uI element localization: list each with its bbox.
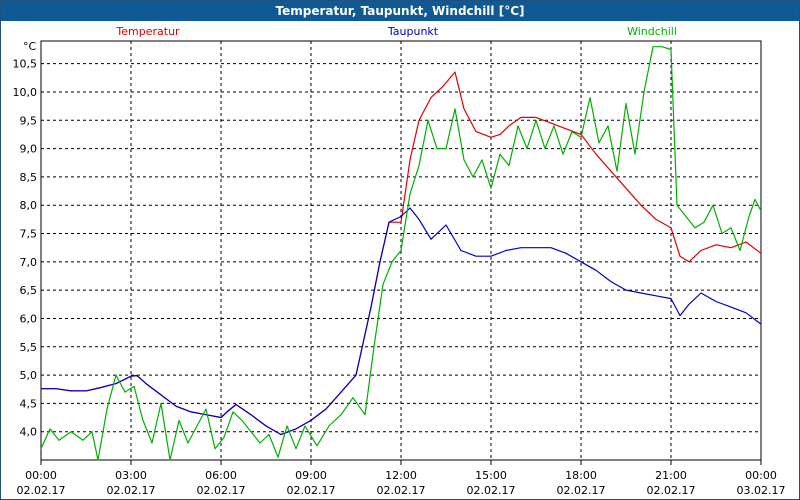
y-tick-label: 10,5 [13, 58, 38, 71]
x-tick-date: 02.02.17 [377, 484, 426, 497]
y-tick-label: 6,0 [20, 312, 38, 325]
y-tick-label: 5,0 [20, 369, 38, 382]
x-tick-date: 02.02.17 [467, 484, 516, 497]
y-tick-label: 8,5 [20, 171, 38, 184]
x-axis-ticks: 00:00 02.02.17 03:00 02.02.17 06:00 02.02.17 0… [17, 460, 786, 497]
grid-lines [41, 41, 761, 460]
y-tick-label: 4,5 [20, 397, 38, 410]
x-tick-time: 00:00 [745, 469, 777, 482]
y-axis-ticks: 4,0 4,5 5,0 5,5 6,0 6,5 7,0 7,5 8,0 8,5 9,0 9,5 10,0… [13, 58, 38, 439]
legend: Temperatur Taupunkt Windchill [115, 25, 677, 38]
x-tick-date: 02.02.17 [287, 484, 336, 497]
y-tick-label: 9,0 [20, 143, 38, 156]
x-tick-time: 00:00 [25, 469, 57, 482]
x-tick-date: 02.02.17 [17, 484, 66, 497]
y-tick-label: 10,0 [13, 86, 38, 99]
y-tick-label: 9,5 [20, 114, 38, 127]
x-tick-time: 21:00 [655, 469, 687, 482]
x-tick-date: 02.02.17 [197, 484, 246, 497]
series-lines [40, 46, 762, 461]
x-tick-date: 02.02.17 [557, 484, 606, 497]
y-tick-label: 6,5 [20, 284, 38, 297]
x-tick-time: 09:00 [295, 469, 327, 482]
legend-temperatur: Temperatur [115, 25, 180, 38]
x-tick-time: 12:00 [385, 469, 417, 482]
series-line-windchill [40, 46, 762, 461]
x-tick-time: 15:00 [475, 469, 507, 482]
x-tick-date: 03.02.17 [737, 484, 786, 497]
series-line-taupunkt [41, 207, 762, 436]
x-tick-time: 06:00 [205, 469, 237, 482]
x-tick-date: 02.02.17 [647, 484, 696, 497]
y-tick-label: 7,5 [20, 228, 38, 241]
y-axis-label: °C [23, 40, 37, 53]
legend-taupunkt: Taupunkt [387, 25, 439, 38]
chart-title: Temperatur, Taupunkt, Windchill [°C] [1, 1, 799, 21]
y-tick-label: 7,0 [20, 256, 38, 269]
x-tick-time: 18:00 [565, 469, 597, 482]
y-tick-label: 8,0 [20, 199, 38, 212]
x-tick-date: 02.02.17 [107, 484, 156, 497]
y-tick-label: 4,0 [20, 426, 38, 439]
y-tick-label: 5,5 [20, 341, 38, 354]
legend-windchill: Windchill [627, 25, 677, 38]
x-tick-time: 03:00 [115, 469, 147, 482]
